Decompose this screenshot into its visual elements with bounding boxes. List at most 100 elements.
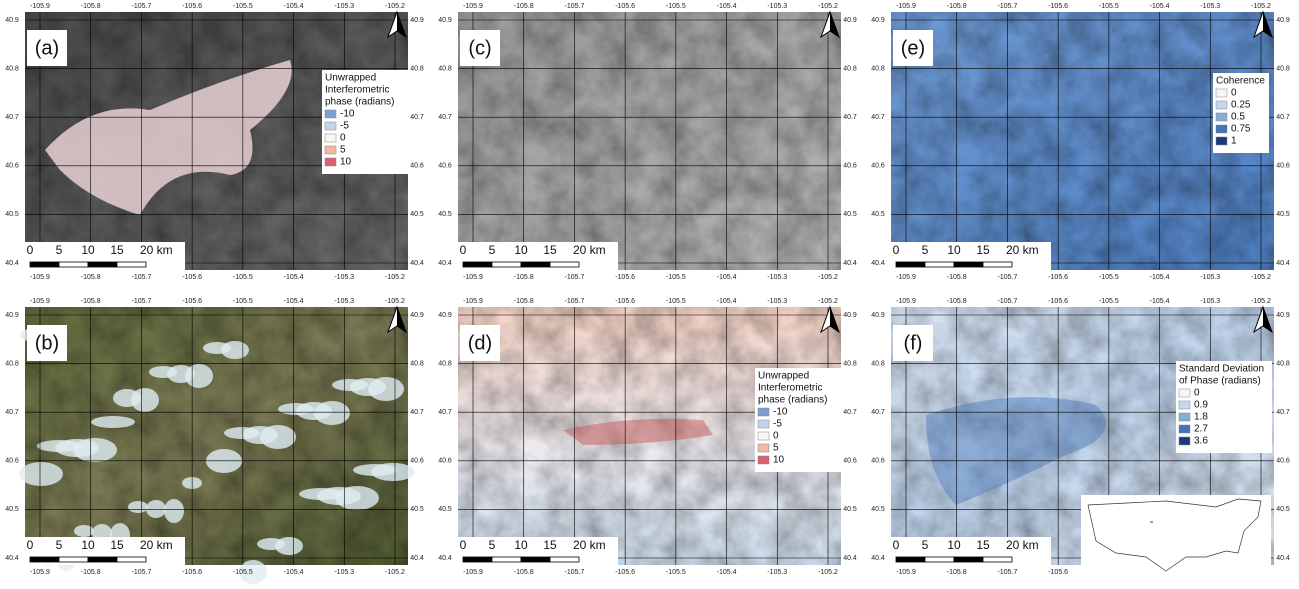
legend-label: 10 <box>340 157 352 168</box>
latitude-label: 40.8 <box>843 65 857 72</box>
scale-bar-label: 0 <box>27 243 34 257</box>
longitude-label: -105.5 <box>1099 3 1119 10</box>
longitude-label: -105.6 <box>182 569 202 576</box>
latitude-label: 40.9 <box>871 312 885 319</box>
latitude-label: 40.9 <box>843 312 857 319</box>
legend-label: 5 <box>773 443 779 454</box>
legend-swatch <box>1216 113 1227 121</box>
cloud <box>73 438 117 462</box>
latitude-label: 40.4 <box>5 260 19 267</box>
latitude-label: 40.7 <box>1276 114 1290 121</box>
legend-swatch <box>758 444 769 452</box>
legend-title: phase (radians) <box>758 395 827 406</box>
longitude-label: -105.4 <box>717 298 737 305</box>
scale-bar-label: 5 <box>489 538 496 552</box>
longitude-label: -105.9 <box>896 298 916 305</box>
latitude-label: 40.5 <box>1276 506 1290 513</box>
legend-swatch <box>325 158 336 166</box>
longitude-label: -105.7 <box>564 3 584 10</box>
legend-label: 0 <box>1194 388 1200 399</box>
longitude-label: -105.8 <box>514 3 534 10</box>
latitude-label: 40.7 <box>438 409 452 416</box>
longitude-label: -105.5 <box>233 298 253 305</box>
panel-label: (e) <box>901 37 925 59</box>
latitude-label: 40.8 <box>1276 360 1290 367</box>
scale-bar-segment <box>521 557 550 562</box>
latitude-label: 40.9 <box>871 17 885 24</box>
map-image <box>458 12 841 270</box>
longitude-label: -105.2 <box>385 569 405 576</box>
longitude-label: -105.4 <box>284 3 304 10</box>
scale-bar-segment <box>117 557 146 562</box>
latitude-label: 40.7 <box>5 409 19 416</box>
legend-title: Coherence <box>1216 76 1265 87</box>
scale-bar-label: 10 <box>947 243 961 257</box>
study-area <box>1150 521 1153 523</box>
legend-label: 1 <box>1231 136 1237 147</box>
legend-label: 2.7 <box>1194 424 1208 435</box>
latitude-label: 40.9 <box>1276 17 1290 24</box>
longitude-label: -105.7 <box>131 298 151 305</box>
scale-bar-label: 5 <box>56 243 63 257</box>
legend-swatch <box>325 146 336 154</box>
latitude-label: 40.8 <box>5 360 19 367</box>
longitude-label: -105.6 <box>1048 274 1068 281</box>
longitude-label: -105.8 <box>514 569 534 576</box>
longitude-label: -105.6 <box>182 274 202 281</box>
scale-bar-label: 5 <box>56 538 63 552</box>
latitude-label: 40.4 <box>438 260 452 267</box>
legend-label: -5 <box>340 121 349 132</box>
longitude-label: -105.2 <box>818 298 838 305</box>
longitude-label: -105.2 <box>1251 3 1271 10</box>
latitude-label: 40.9 <box>5 312 19 319</box>
scale-bar-segment <box>925 262 954 267</box>
longitude-label: -105.6 <box>182 298 202 305</box>
scale-bar-segment <box>521 262 550 267</box>
scale-bar-label: 20 km <box>573 538 606 552</box>
longitude-label: -105.8 <box>947 3 967 10</box>
latitude-label: 40.9 <box>438 312 452 319</box>
longitude-label: -105.6 <box>1048 298 1068 305</box>
latitude-label: 40.5 <box>871 211 885 218</box>
legend-swatch <box>1179 401 1190 409</box>
latitude-label: 40.6 <box>410 458 424 465</box>
legend-swatch <box>325 122 336 130</box>
longitude-label: -105.9 <box>463 3 483 10</box>
cloud <box>146 500 166 518</box>
longitude-label: -105.4 <box>717 569 737 576</box>
longitude-label: -105.8 <box>514 274 534 281</box>
scale-bar-label: 15 <box>976 538 990 552</box>
latitude-label: 40.5 <box>438 506 452 513</box>
legend-swatch <box>758 456 769 464</box>
legend-label: 1.8 <box>1194 412 1208 423</box>
scale-bar-segment <box>30 557 59 562</box>
longitude-label: -105.4 <box>717 274 737 281</box>
map-panel: -105.9-105.9-105.8-105.8-105.7-105.7-105… <box>438 298 857 576</box>
scale-bar-label: 15 <box>976 243 990 257</box>
longitude-label: -105.2 <box>385 274 405 281</box>
longitude-label: -105.3 <box>1200 274 1220 281</box>
latitude-label: 40.7 <box>871 114 885 121</box>
scale-bar-segment <box>896 262 925 267</box>
longitude-label: -105.3 <box>1200 298 1220 305</box>
scale-bar-label: 15 <box>543 538 557 552</box>
scale-bar-segment <box>59 262 88 267</box>
scale-bar-label: 20 km <box>1006 243 1039 257</box>
latitude-label: 40.7 <box>438 114 452 121</box>
legend-title: Interferometric <box>325 85 389 96</box>
longitude-label: -105.5 <box>233 274 253 281</box>
longitude-label: -105.6 <box>615 274 635 281</box>
scale-bar-segment <box>88 262 117 267</box>
latitude-label: 40.4 <box>871 260 885 267</box>
longitude-label: -105.8 <box>81 3 101 10</box>
latitude-label: 40.4 <box>843 555 857 562</box>
longitude-label: -105.4 <box>284 569 304 576</box>
longitude-label: -105.7 <box>131 3 151 10</box>
scale-bar-label: 10 <box>514 243 528 257</box>
latitude-label: 40.7 <box>1276 409 1290 416</box>
legend-label: 0.5 <box>1231 112 1245 123</box>
latitude-label: 40.5 <box>1276 211 1290 218</box>
longitude-label: -105.6 <box>182 3 202 10</box>
longitude-label: -105.7 <box>564 569 584 576</box>
latitude-label: 40.9 <box>438 17 452 24</box>
